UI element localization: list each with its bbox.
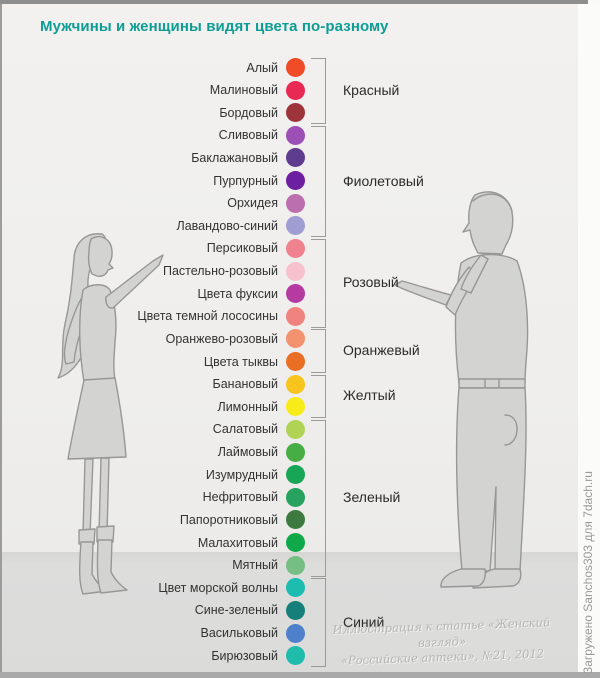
woman-pointing-arm bbox=[105, 254, 164, 309]
color-name-label: Сине-зеленый bbox=[194, 603, 278, 618]
upload-credit: Загружено Sanchos303 для 7dach.ru bbox=[581, 471, 595, 674]
group-bracket bbox=[311, 578, 326, 668]
group-category-label: Оранжевый bbox=[343, 342, 420, 359]
group-bracket bbox=[311, 58, 326, 125]
group-category-label: Розовый bbox=[343, 274, 399, 291]
color-swatch-dot bbox=[286, 600, 305, 620]
color-name-label: Алый bbox=[246, 60, 278, 75]
woman-torso bbox=[79, 284, 117, 383]
color-swatch-dot bbox=[286, 397, 305, 417]
man-pointing-forearm-hand bbox=[394, 280, 452, 306]
color-swatch-dot bbox=[286, 58, 305, 77]
color-name-label: Изумрудный bbox=[205, 467, 278, 482]
color-swatch-dot bbox=[286, 238, 305, 258]
color-swatch-dot bbox=[286, 352, 305, 372]
color-swatch-dot bbox=[286, 80, 305, 100]
group-category-label: Желтый bbox=[343, 387, 396, 404]
infographic-title: Мужчины и женщины видят цвета по-разному bbox=[40, 18, 389, 35]
color-swatch-dot bbox=[286, 125, 305, 145]
group-bracket bbox=[311, 125, 326, 238]
group-bracket bbox=[311, 419, 326, 577]
frame-right-strip bbox=[578, 4, 600, 672]
group-bracket bbox=[311, 238, 326, 328]
man-jeans-pocket bbox=[504, 414, 518, 446]
woman-head bbox=[87, 235, 114, 277]
color-name-label: Папоротниковый bbox=[179, 512, 278, 527]
color-name-label: Пурпурный bbox=[213, 173, 278, 188]
group-bracket bbox=[311, 329, 326, 374]
color-name-label: Персиковый bbox=[206, 241, 278, 256]
color-swatch-dot bbox=[286, 487, 305, 507]
frame-left-edge bbox=[0, 4, 2, 672]
color-swatch-dot bbox=[286, 306, 305, 326]
color-name-label: Бордовый bbox=[219, 105, 278, 120]
color-name-label: Оранжево-розовый bbox=[165, 331, 278, 346]
color-name-label: Васильковый bbox=[200, 626, 279, 640]
man-front-shoe bbox=[440, 568, 486, 588]
color-swatch-dot bbox=[286, 578, 305, 598]
color-swatch-dot bbox=[286, 646, 305, 666]
color-name-label: Цвета фуксии bbox=[197, 286, 278, 301]
color-swatch-dot bbox=[286, 261, 305, 281]
man-chin-arm bbox=[460, 254, 489, 294]
color-swatch-dot bbox=[286, 623, 305, 643]
color-swatch-dot bbox=[286, 555, 305, 575]
color-swatch-dot bbox=[286, 329, 305, 349]
woman-figure bbox=[57, 233, 164, 595]
color-swatch-dot bbox=[286, 465, 305, 485]
man-belt-buckle bbox=[484, 378, 500, 389]
woman-front-boot-cuff bbox=[96, 525, 115, 543]
man-figure bbox=[394, 191, 529, 589]
woman-front-boot bbox=[96, 539, 128, 594]
woman-skirt bbox=[67, 377, 127, 460]
color-swatch-dot bbox=[286, 148, 305, 168]
frame-top-edge bbox=[0, 0, 588, 4]
color-name-label: Нефритовый bbox=[202, 490, 278, 505]
color-name-label: Сливовый bbox=[218, 128, 278, 143]
color-name-label: Цвета темной лососины bbox=[137, 309, 278, 324]
group-category-label: Синий bbox=[343, 613, 385, 630]
group-category-label: Зеленый bbox=[343, 489, 401, 506]
color-name-label: Лавандово-синий bbox=[176, 218, 278, 233]
color-name-label: Мятный bbox=[232, 558, 278, 573]
man-belt bbox=[458, 378, 526, 389]
color-name-label: Лаймовый bbox=[217, 445, 278, 460]
color-swatch-dot bbox=[286, 442, 305, 462]
woman-back-boot-cuff bbox=[78, 528, 96, 545]
color-name-label: Баклажановый bbox=[191, 150, 278, 165]
color-name-label: Орхидея bbox=[227, 196, 278, 211]
color-name-label: Цвет морской волны bbox=[158, 580, 278, 595]
man-head bbox=[462, 191, 514, 255]
color-name-label: Банановый bbox=[212, 377, 278, 392]
group-bracket bbox=[311, 374, 326, 419]
frame-bottom-edge bbox=[0, 672, 600, 678]
color-swatch-dot bbox=[286, 284, 305, 304]
color-swatch-dot bbox=[286, 510, 305, 530]
color-name-label: Лимонный bbox=[217, 399, 278, 414]
color-swatch-dot bbox=[286, 419, 305, 439]
color-name-label: Цвета тыквы bbox=[203, 354, 278, 369]
color-name-label: Бирюзовый bbox=[211, 648, 278, 663]
color-name-label: Пастельно-розовый bbox=[162, 264, 278, 279]
color-swatch-dot bbox=[286, 103, 305, 123]
color-swatch-dot bbox=[286, 374, 305, 394]
group-category-label: Красный bbox=[343, 82, 400, 99]
color-swatch-dot bbox=[286, 216, 305, 236]
source-watermark: Иллюстрация к статье «Женский взгляд» «Р… bbox=[311, 615, 572, 671]
color-name-label: Салатовый bbox=[212, 422, 278, 437]
man-jeans bbox=[455, 387, 527, 572]
color-name-label: Малиновый bbox=[209, 83, 278, 98]
group-category-label: Фиолетовый bbox=[343, 172, 424, 189]
color-swatch-dot bbox=[286, 171, 305, 191]
color-swatch-dot bbox=[286, 193, 305, 213]
color-name-label: Малахитовый bbox=[197, 535, 278, 550]
color-swatch-dot bbox=[286, 533, 305, 553]
man-hair bbox=[472, 193, 513, 212]
